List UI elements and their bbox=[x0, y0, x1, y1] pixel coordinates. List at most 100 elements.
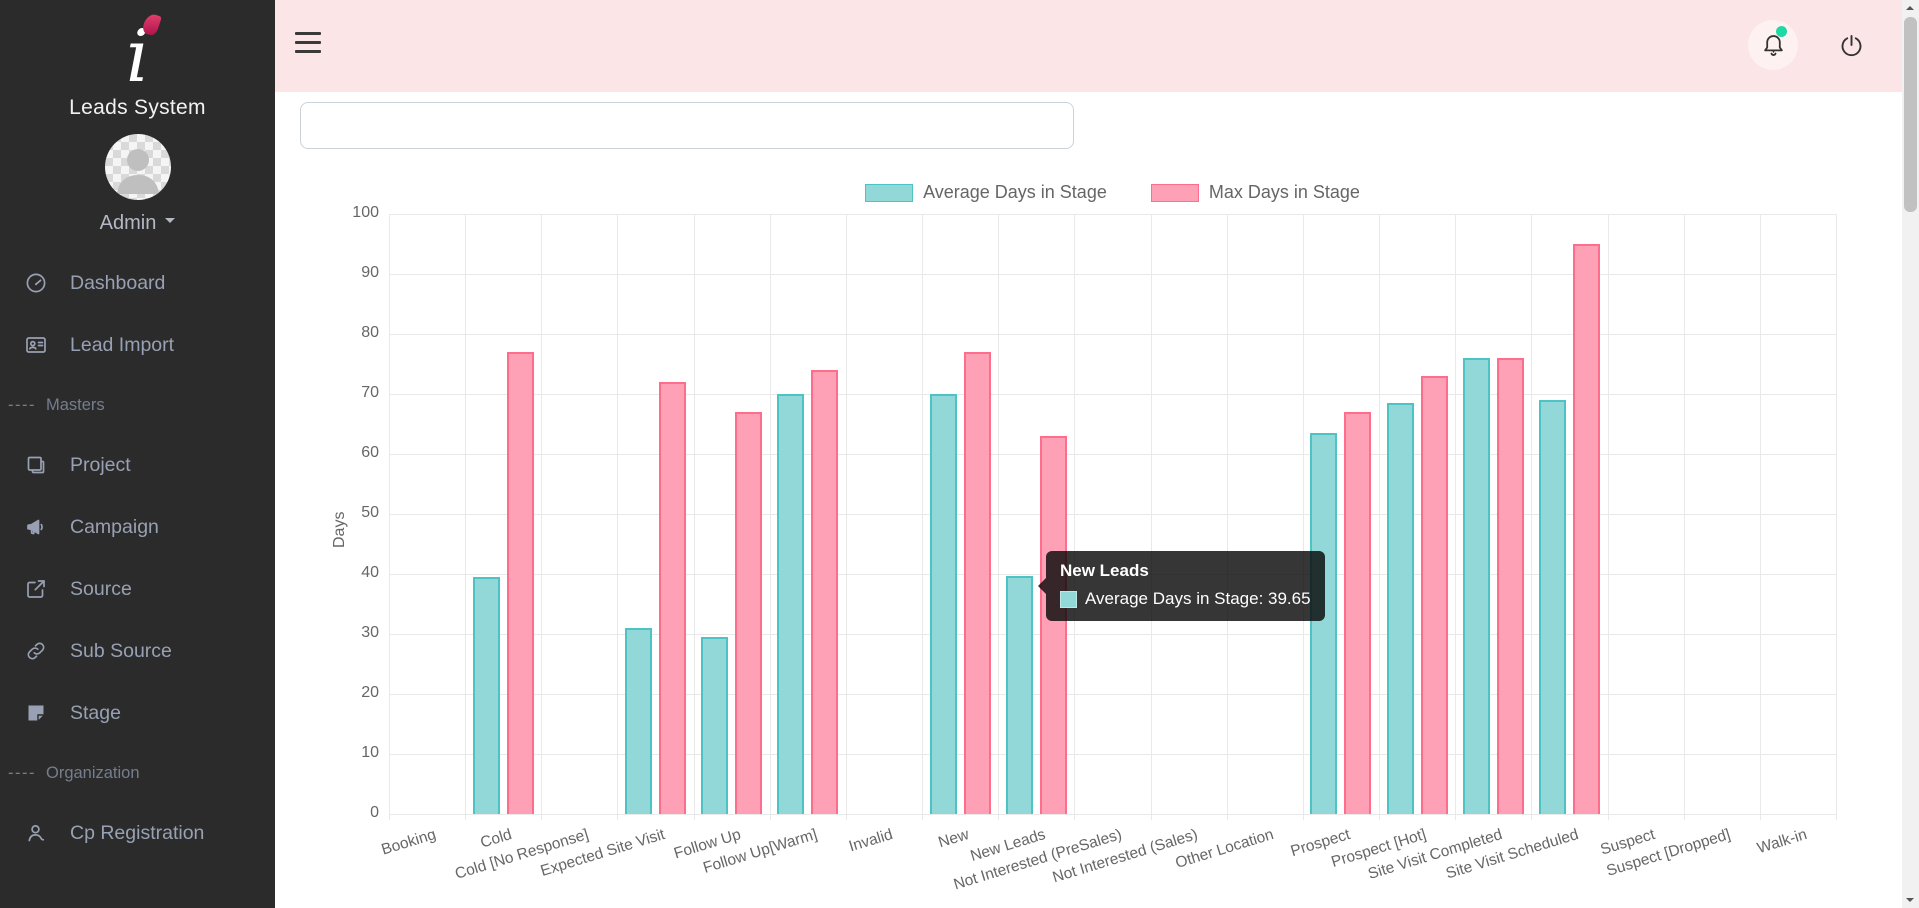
legend-swatch bbox=[865, 183, 914, 202]
gridline-vertical bbox=[1607, 214, 1609, 820]
gridline-horizontal bbox=[389, 514, 1836, 515]
scroll-down-arrow-icon[interactable] bbox=[1906, 898, 1914, 902]
lead-import-icon bbox=[24, 333, 48, 357]
scroll-up-arrow-icon[interactable] bbox=[1906, 6, 1914, 10]
sidebar-item-dashboard[interactable]: Dashboard bbox=[0, 252, 275, 314]
max-days-bar[interactable] bbox=[1039, 436, 1067, 814]
project-icon bbox=[24, 453, 48, 477]
avg-days-bar[interactable] bbox=[1386, 403, 1414, 814]
scrollbar-thumb[interactable] bbox=[1904, 17, 1917, 212]
gridline-vertical bbox=[845, 214, 847, 820]
source-icon bbox=[24, 577, 48, 601]
gridline-horizontal bbox=[389, 334, 1836, 335]
legend-swatch bbox=[1150, 183, 1199, 202]
y-axis-tick-label: 0 bbox=[370, 804, 379, 821]
max-days-bar[interactable] bbox=[811, 370, 839, 814]
gridline-horizontal bbox=[389, 454, 1836, 455]
campaign-icon bbox=[24, 515, 48, 539]
max-days-bar[interactable] bbox=[659, 382, 687, 814]
sidebar: i Leads System Admin Dashboard Lead Impo bbox=[0, 0, 275, 908]
x-axis-label: New bbox=[936, 826, 972, 852]
legend-label: Average Days in Stage bbox=[923, 182, 1107, 202]
gridline-vertical bbox=[769, 214, 771, 820]
bell-icon bbox=[1763, 34, 1783, 56]
sidebar-item-source[interactable]: Source bbox=[0, 558, 275, 620]
x-axis-label: Booking bbox=[379, 826, 439, 859]
notifications-button[interactable] bbox=[1748, 20, 1798, 70]
admin-name: Admin bbox=[99, 212, 157, 234]
avatar bbox=[104, 134, 171, 200]
legend-entry[interactable]: Average Days in Stage bbox=[865, 182, 1107, 203]
brand-name: Leads System bbox=[69, 96, 206, 119]
gridline-horizontal bbox=[389, 694, 1836, 695]
admin-dropdown[interactable]: Admin bbox=[0, 212, 275, 238]
avg-days-bar[interactable] bbox=[472, 577, 500, 814]
sub-source-icon bbox=[24, 639, 48, 663]
gridline-vertical bbox=[1150, 214, 1152, 820]
tooltip-series-swatch bbox=[1060, 590, 1077, 608]
gridline-vertical bbox=[617, 214, 619, 820]
y-axis-tick-label: 80 bbox=[361, 324, 379, 341]
sidebar-section-organization: ---- Organization bbox=[8, 763, 140, 782]
avg-days-bar[interactable] bbox=[625, 628, 653, 814]
y-axis-tick-label: 100 bbox=[352, 204, 379, 221]
gridline-vertical bbox=[1379, 214, 1381, 820]
sidebar-item-stage[interactable]: Stage bbox=[0, 682, 275, 744]
gridline-vertical bbox=[1759, 214, 1761, 820]
gridline-horizontal bbox=[389, 214, 1836, 215]
gridline-vertical bbox=[1074, 214, 1076, 820]
y-axis-tick-label: 30 bbox=[361, 624, 379, 641]
sidebar-item-project[interactable]: Project bbox=[0, 434, 275, 496]
avg-days-bar[interactable] bbox=[1538, 400, 1566, 814]
max-days-bar[interactable] bbox=[506, 352, 534, 814]
x-axis-label: Walk-in bbox=[1755, 826, 1809, 858]
avg-days-bar[interactable] bbox=[1310, 433, 1338, 814]
avg-days-bar[interactable] bbox=[701, 637, 729, 814]
gridline-vertical bbox=[922, 214, 924, 820]
logout-button[interactable] bbox=[1826, 20, 1876, 70]
gridline-vertical bbox=[1531, 214, 1533, 820]
filter-input[interactable] bbox=[300, 102, 1074, 149]
legend-entry[interactable]: Max Days in Stage bbox=[1150, 182, 1360, 203]
logo-letter: i bbox=[125, 14, 150, 98]
sidebar-item-campaign[interactable]: Campaign bbox=[0, 496, 275, 558]
gridline-horizontal bbox=[389, 394, 1836, 395]
chevron-down-icon bbox=[165, 218, 176, 228]
avg-days-bar[interactable] bbox=[929, 394, 957, 814]
gridline-vertical bbox=[693, 214, 695, 820]
brand: i Leads System bbox=[0, 0, 275, 120]
avg-days-bar[interactable] bbox=[777, 394, 805, 814]
gridline-horizontal bbox=[389, 814, 1836, 815]
gridline-vertical bbox=[998, 214, 1000, 820]
max-days-bar[interactable] bbox=[1572, 244, 1600, 814]
gridline-vertical bbox=[1226, 214, 1228, 820]
hamburger-menu-icon[interactable] bbox=[295, 32, 321, 59]
avg-days-bar[interactable] bbox=[1005, 576, 1033, 814]
sidebar-nav: Dashboard Lead Import ---- Masters Proje… bbox=[0, 252, 275, 864]
x-axis-label: Invalid bbox=[847, 826, 896, 856]
gridline-vertical bbox=[1302, 214, 1304, 820]
avg-days-bar[interactable] bbox=[1462, 358, 1490, 814]
y-axis-tick-label: 40 bbox=[361, 564, 379, 581]
section-dashes: ---- bbox=[8, 395, 36, 414]
max-days-bar[interactable] bbox=[963, 352, 991, 814]
notification-dot bbox=[1776, 26, 1787, 37]
sidebar-section-masters: ---- Masters bbox=[8, 395, 105, 414]
sidebar-item-sub-source[interactable]: Sub Source bbox=[0, 620, 275, 682]
gridline-vertical bbox=[541, 214, 543, 820]
y-axis-tick-label: 20 bbox=[361, 684, 379, 701]
max-days-bar[interactable] bbox=[1344, 412, 1372, 814]
max-days-bar[interactable] bbox=[1496, 358, 1524, 814]
sidebar-item-cp-registration[interactable]: Cp Registration bbox=[0, 802, 275, 864]
gridline-vertical bbox=[465, 214, 467, 820]
section-dashes: ---- bbox=[8, 763, 36, 782]
legend-label: Max Days in Stage bbox=[1208, 182, 1360, 202]
max-days-bar[interactable] bbox=[1420, 376, 1448, 814]
sidebar-item-lead-import[interactable]: Lead Import bbox=[0, 314, 275, 376]
y-axis-tick-label: 60 bbox=[361, 444, 379, 461]
dashboard-icon bbox=[24, 271, 48, 295]
max-days-bar[interactable] bbox=[735, 412, 763, 814]
cp-registration-icon bbox=[24, 821, 48, 845]
